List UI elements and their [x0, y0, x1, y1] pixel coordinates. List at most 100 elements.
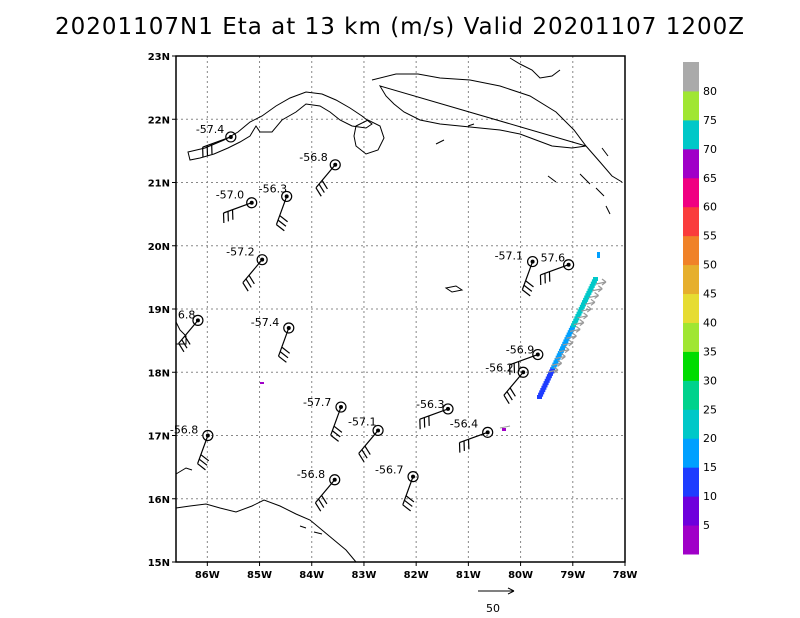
map-frame — [176, 56, 625, 562]
station-marker: -56.2 — [485, 361, 529, 405]
wind-vector-arrow — [570, 325, 581, 333]
station-outer-circle — [192, 314, 204, 326]
station-marker: 6.8 — [178, 308, 204, 353]
station-outer-circle — [517, 366, 529, 378]
station-outer-circle — [372, 424, 384, 437]
station-label: -56.3 — [259, 182, 287, 195]
station-outer-circle — [532, 348, 544, 361]
lon-tick-label: 81W — [456, 570, 481, 581]
lat-tick-label: 19N — [148, 305, 170, 316]
colorbar-label: 10 — [703, 490, 717, 503]
lat-tick-label: 23N — [148, 52, 170, 63]
station-marker: -57.0 — [216, 189, 258, 224]
colorbar-segment — [683, 496, 699, 526]
swath-cell — [585, 293, 591, 298]
colorbar-label: 55 — [703, 230, 717, 243]
wind-barb-feather — [314, 502, 322, 512]
wind-barb-feather — [525, 280, 534, 288]
station-label: -57.0 — [216, 189, 244, 202]
wind-barb-feather — [331, 430, 341, 438]
colorbar-segment — [683, 438, 699, 468]
colorbar-segment — [683, 177, 699, 208]
colorbar: 5 10 15 20 25 30 35 40 45 50 55 60 65 70 75 80 — [683, 62, 717, 555]
wind-barb-feather — [358, 453, 365, 463]
swath-cell — [593, 277, 598, 281]
station-outer-circle — [442, 403, 454, 415]
lon-tick-label: 85W — [247, 570, 272, 581]
wind-barb-feather — [521, 289, 531, 297]
swath-cell — [574, 316, 580, 321]
wind-vector-arrow — [573, 319, 585, 327]
swath-cell — [568, 327, 574, 332]
wind-barb-feather — [279, 215, 288, 223]
colorbar-label: 25 — [703, 403, 717, 416]
station-outer-circle — [283, 322, 295, 334]
lon-tick-label: 86W — [195, 570, 220, 581]
wind-barb-staff — [242, 259, 263, 284]
observation-stations: -57.4 -56.8 -56.3 -57.0 -57.2 -57.1 57.6 6.8 -57… — [170, 123, 575, 512]
swath-cell — [544, 378, 550, 383]
wind-barb-feather — [242, 282, 249, 292]
wind-vector-arrow — [558, 346, 570, 354]
swath-cell — [540, 388, 546, 393]
wind-barb-feather — [330, 434, 339, 442]
wind-barb-staff — [503, 371, 524, 396]
wind-barb-feather — [197, 463, 206, 471]
swath-cell — [562, 341, 568, 346]
wind-barb-feather — [402, 504, 412, 512]
wind-barb-feather — [248, 274, 255, 285]
swath-cell — [553, 360, 559, 365]
swath-cell — [588, 286, 594, 291]
swath-cell — [573, 318, 579, 323]
station-marker: 57.6 — [539, 252, 575, 286]
keys-coastline — [435, 123, 475, 145]
swath-cell — [537, 395, 542, 399]
lat-tick-label: 16N — [148, 495, 170, 506]
swath-cell — [576, 311, 582, 316]
station-label: -56.8 — [297, 468, 325, 481]
wind-barb-feather — [184, 335, 191, 345]
station-marker: -56.3 — [416, 398, 454, 430]
swath-cell — [538, 392, 544, 397]
wind-barb-feather — [506, 391, 513, 401]
lon-tick-label: 84W — [299, 570, 324, 581]
station-marker: -56.9 — [506, 344, 544, 375]
station-marker: -56.8 — [170, 424, 214, 471]
wind-barb-staff — [223, 202, 252, 214]
station-outer-circle — [329, 474, 341, 486]
wind-barb-feather — [318, 498, 325, 508]
station-outer-circle — [329, 159, 341, 171]
colorbar-segment — [683, 409, 699, 439]
station-label: -57.1 — [495, 250, 523, 263]
colorbar-label: 50 — [703, 259, 717, 272]
station-label: -56.3 — [416, 398, 444, 411]
lat-tick-label: 17N — [148, 432, 170, 443]
wind-vector-arrow — [499, 425, 511, 429]
wind-vector-arrow — [551, 359, 563, 367]
station-label: -56.9 — [506, 344, 534, 357]
swath-cell — [556, 353, 562, 358]
wind-vector-arrow — [562, 339, 574, 347]
reference-vector-label: 50 — [486, 602, 500, 615]
lat-tick-label: 22N — [148, 115, 170, 126]
station-marker: -57.2 — [226, 246, 268, 292]
swath-cell — [564, 337, 570, 342]
colorbar-segment — [683, 119, 699, 150]
wind-barb-feather — [181, 339, 188, 349]
wind-vector-arrow — [577, 312, 588, 320]
wind-barb-feather — [279, 351, 289, 359]
station-label: 6.8 — [178, 308, 196, 321]
colorbar-label: 20 — [703, 432, 717, 445]
swath-cell — [551, 364, 557, 369]
colorbar-label: 65 — [703, 172, 717, 185]
swath-cell — [583, 297, 589, 302]
station-label: -56.4 — [450, 417, 478, 430]
swath-cell — [586, 290, 592, 295]
swath-cell — [566, 332, 572, 337]
station-outer-circle — [256, 254, 268, 266]
wind-barb-staff — [202, 136, 232, 148]
colorbar-segment — [683, 322, 699, 352]
colorbar-label: 60 — [703, 201, 717, 214]
station-outer-circle — [335, 401, 347, 413]
station-marker: -57.1 — [348, 415, 384, 463]
